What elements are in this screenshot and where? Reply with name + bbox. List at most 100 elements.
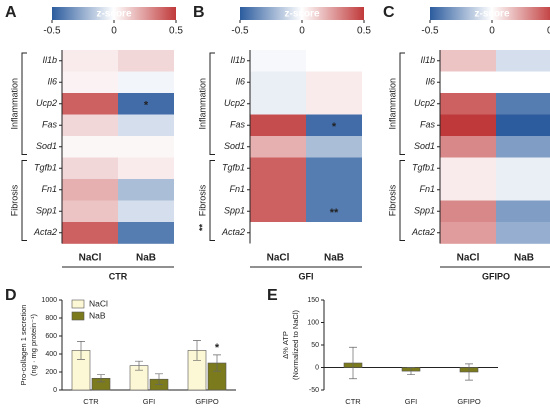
group-label: Inflammation [387, 78, 397, 130]
heat-cell [250, 71, 306, 94]
row-label: Fn1 [229, 184, 245, 194]
colorbar-label: z-score [474, 9, 509, 20]
heat-cell [118, 222, 174, 244]
colorbar-tick-label: 0.5 [169, 26, 183, 37]
heat-cell [440, 222, 496, 244]
significance-mark: * [332, 121, 337, 133]
heat-cell [250, 179, 306, 201]
panel-label: A [5, 4, 17, 21]
heat-cell [496, 50, 550, 72]
heat-cell [62, 71, 118, 94]
heat-cell [62, 222, 118, 244]
y-axis-label: Δ% ATP [281, 331, 290, 359]
heat-cell [440, 136, 496, 158]
x-tick-label: CTR [345, 397, 361, 406]
heat-cell [306, 50, 362, 72]
heat-cell [118, 200, 174, 223]
heat-cell [440, 114, 496, 137]
row-label: Ucp2 [36, 98, 57, 108]
colorbar [430, 7, 550, 20]
error-bar [465, 363, 473, 381]
error-bar [407, 367, 415, 376]
row-label: Sod1 [414, 141, 435, 151]
colorbar-label: z-score [96, 9, 131, 20]
legend-label: NaB [89, 310, 106, 320]
column-label: NaB [136, 253, 156, 264]
colorbar-tick-label: 0.5 [357, 26, 371, 37]
heat-cell [496, 114, 550, 137]
y-tick-label: 100 [307, 319, 319, 326]
heat-cell [118, 93, 174, 115]
row-label: Fn1 [419, 184, 435, 194]
heat-cell [250, 222, 306, 244]
heat-cell [118, 114, 174, 137]
heat-cell [496, 200, 550, 223]
y-tick-label: 800 [45, 315, 57, 322]
heat-cell [496, 71, 550, 94]
y-tick-label: -50 [309, 387, 319, 394]
row-label: Il6 [235, 77, 245, 87]
heat-cell [496, 136, 550, 158]
significance-mark: * [215, 342, 220, 354]
colorbar-tick-label: -0.5 [231, 26, 249, 37]
heat-cell [440, 71, 496, 94]
row-label: Sod1 [36, 141, 57, 151]
x-axis-label: GFI [299, 271, 314, 281]
heat-cell [250, 157, 306, 180]
column-label: NaB [514, 253, 534, 264]
heat-cell [250, 93, 306, 115]
significance-mark: * [144, 100, 149, 112]
row-label: Acta2 [221, 227, 245, 237]
group-label: Fibrosis [387, 184, 397, 216]
row-label: Acta2 [33, 227, 57, 237]
heat-cell [250, 114, 306, 137]
heat-cell [496, 93, 550, 115]
group-bracket [399, 52, 405, 155]
row-label: Il1b [42, 55, 57, 65]
colorbar-tick-label: -0.5 [421, 26, 439, 37]
row-label: Il1b [230, 55, 245, 65]
row-label: Spp1 [36, 206, 57, 216]
row-label: Tgfb1 [34, 163, 57, 173]
row-label: Spp1 [414, 206, 435, 216]
group-label: Inflammation [197, 78, 207, 130]
heat-cell [440, 200, 496, 223]
row-label: Fn1 [41, 184, 57, 194]
x-axis-label: CTR [109, 271, 128, 281]
heat-cell [496, 179, 550, 201]
heat-cell [440, 93, 496, 115]
row-label: Il6 [47, 77, 57, 87]
y-tick-label: 50 [311, 342, 319, 349]
heat-cell [118, 136, 174, 158]
panel-label: D [5, 287, 17, 304]
row-label: Ucp2 [224, 98, 245, 108]
heat-cell [306, 179, 362, 201]
colorbar-tick-label: 0 [489, 26, 495, 37]
legend-swatch [71, 311, 85, 321]
error-bar [77, 341, 85, 360]
group-mark: ** [197, 224, 207, 232]
error-bar [349, 346, 357, 380]
x-tick-label: GFIPO [457, 397, 481, 406]
y-axis-label: Pro-collagen 1 secretion [19, 305, 28, 386]
heat-cell [62, 179, 118, 201]
row-label: Fas [42, 120, 58, 130]
heat-cell [62, 114, 118, 137]
group-bracket [399, 160, 405, 241]
column-label: NaB [324, 253, 344, 264]
heat-cell [118, 179, 174, 201]
panel-label: B [193, 4, 205, 21]
heat-cell [440, 157, 496, 180]
row-label: Tgfb1 [222, 163, 245, 173]
y-tick-label: 1000 [41, 297, 57, 304]
heat-cell [306, 157, 362, 180]
y-tick-label: 400 [45, 351, 57, 358]
y-axis-label: (ng · mg protein⁻¹) [29, 314, 38, 376]
y-tick-label: 150 [307, 297, 319, 304]
colorbar-label: z-score [284, 9, 319, 20]
colorbar-tick-label: 0.5 [547, 26, 550, 37]
row-label: Sod1 [224, 141, 245, 151]
heat-cell [250, 136, 306, 158]
error-bar [135, 360, 143, 371]
heat-cell [118, 157, 174, 180]
